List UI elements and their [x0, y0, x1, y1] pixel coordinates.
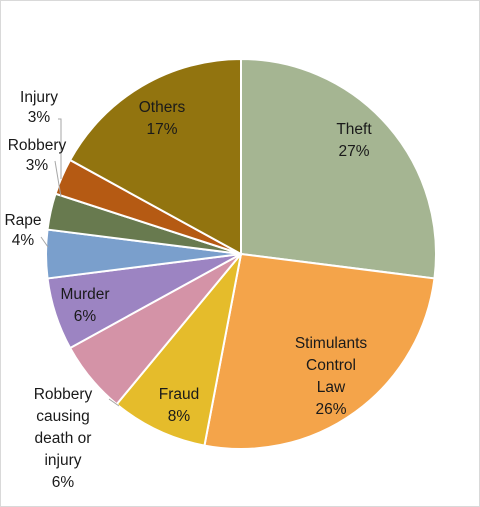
- slice-label-line: 26%: [315, 401, 346, 418]
- slice-label-4: Murder 6%: [60, 286, 109, 325]
- slice-label-line: death or: [35, 430, 92, 447]
- slice-label-line: 17%: [146, 121, 177, 138]
- slice-label-line: Others: [139, 99, 186, 116]
- slice-label-line: Fraud: [159, 386, 200, 403]
- slice-label-line: 3%: [28, 109, 51, 126]
- slice-label-line: Law: [317, 379, 346, 396]
- leader-line-7: [58, 118, 62, 179]
- slice-label-line: 27%: [338, 143, 369, 160]
- slice-label-3: Robbery causing death or injury 6%: [34, 386, 93, 491]
- pie-slice-8: [68, 57, 242, 256]
- slice-label-line: Robbery: [34, 386, 93, 403]
- slice-label-1: Stimulants Control Law 26%: [295, 335, 368, 418]
- slice-label-line: Theft: [336, 121, 372, 138]
- slice-label-5: Rape 4%: [4, 212, 41, 249]
- slice-label-line: Injury: [20, 89, 58, 106]
- slice-label-line: 3%: [26, 157, 49, 174]
- slice-label-line: 8%: [168, 408, 191, 425]
- slice-label-line: Murder: [60, 286, 109, 303]
- leader-line-5: [40, 236, 49, 248]
- slice-label-line: Robbery: [8, 137, 67, 154]
- pie-slice-1: [203, 252, 436, 450]
- pie-labels: Theft 27% Stimulants Control Law 26% Fraud 8% Ro…: [4, 89, 372, 491]
- leader-line-3: [108, 398, 120, 407]
- slice-label-0: Theft 27%: [336, 121, 372, 160]
- slice-label-line: 6%: [52, 474, 75, 491]
- slice-label-7: Injury 3%: [20, 89, 58, 126]
- slice-label-2: Fraud 8%: [159, 386, 200, 425]
- leader-line-6: [54, 160, 62, 198]
- slice-label-line: 4%: [12, 232, 35, 249]
- leader-lines: [40, 118, 120, 407]
- slice-label-line: Control: [306, 357, 356, 374]
- slice-label-6: Robbery 3%: [8, 137, 67, 174]
- slice-label-line: 6%: [74, 308, 97, 325]
- slice-label-8: Others 17%: [139, 99, 186, 138]
- slice-label-line: Stimulants: [295, 335, 368, 352]
- pie-slice-0: [240, 57, 437, 280]
- slice-label-line: injury: [44, 452, 81, 469]
- slice-label-line: Rape: [4, 212, 41, 229]
- slice-label-line: causing: [36, 408, 89, 425]
- pie-slices: [45, 57, 437, 450]
